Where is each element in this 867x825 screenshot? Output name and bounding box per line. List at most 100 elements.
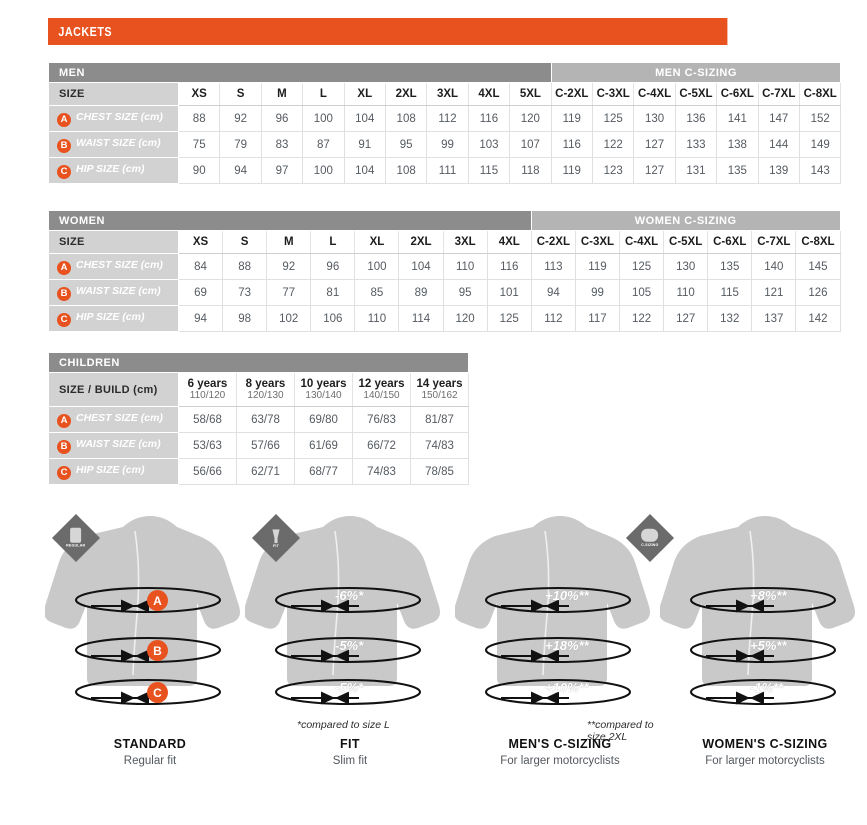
row-bullet-A: A bbox=[57, 112, 71, 127]
table-row: A CHEST SIZE (cm) 88 92 96 100 104 108 112 116 120… bbox=[48, 105, 842, 132]
ring-label: -5%* bbox=[335, 680, 364, 695]
table-row: B WAIST SIZE (cm) 69 73 77 81 85 89 95 101 94 99 105… bbox=[48, 279, 841, 306]
table-cell: 88 bbox=[222, 253, 268, 280]
table-cell: 62/71 bbox=[236, 458, 295, 485]
ring-label: A bbox=[147, 590, 168, 611]
table-cell: 94 bbox=[219, 157, 262, 184]
table-cell: 92 bbox=[219, 105, 262, 132]
table-cell: 68/77 bbox=[294, 458, 353, 485]
row-bullet-B: B bbox=[57, 138, 71, 153]
row-label: C HIP SIZE (cm) bbox=[48, 305, 179, 332]
table-cell: 125 bbox=[591, 105, 635, 132]
figure-subtitle: For larger motorcyclists bbox=[705, 755, 825, 767]
measure-ring-2: +5%** bbox=[688, 633, 838, 667]
table-cell: 107 bbox=[509, 131, 552, 158]
table-cell: 113 bbox=[530, 253, 576, 280]
column-header: S bbox=[219, 82, 262, 106]
figure-footnote: *compared to size L bbox=[297, 719, 390, 731]
table-cell: 104 bbox=[398, 253, 444, 280]
row-label-text: CHEST SIZE (cm) bbox=[76, 110, 163, 123]
column-header: 3XL bbox=[442, 230, 488, 254]
table-cell: 126 bbox=[795, 279, 841, 306]
jackets-banner: JACKETS bbox=[48, 18, 728, 45]
column-header: C-4XL bbox=[619, 230, 665, 254]
figure-fit: FIT -6%* -5%* -5%* *compared to size L FIT Sli… bbox=[245, 505, 455, 767]
row-label-text: HIP SIZE (cm) bbox=[76, 310, 145, 323]
table-cell: 88 bbox=[177, 105, 221, 132]
table-row: C HIP SIZE (cm) 56/66 62/71 68/77 74/83 78/85 bbox=[48, 458, 470, 485]
table-cell: 115 bbox=[707, 279, 753, 306]
table-row: A CHEST SIZE (cm) 84 88 92 96 100 104 110 116 113 1… bbox=[48, 253, 841, 280]
band-csizing-women: WOMEN C-SIZING bbox=[530, 210, 841, 231]
table-cell: 115 bbox=[467, 157, 511, 184]
table-band-row: CHILDREN bbox=[47, 352, 470, 373]
badge-shape-icon bbox=[641, 529, 659, 542]
jacket-illustration: +8%** +5%** -1%** bbox=[660, 505, 867, 720]
table-cell: 120 bbox=[509, 105, 552, 132]
measure-ring-3: C bbox=[73, 675, 223, 709]
table-cell: 127 bbox=[633, 157, 676, 184]
table-cell: 117 bbox=[574, 305, 621, 332]
table-cell: 104 bbox=[343, 105, 386, 132]
column-header: C-6XL bbox=[707, 230, 753, 254]
table-cell: 136 bbox=[674, 105, 718, 132]
size-header-men: SIZE bbox=[48, 82, 179, 106]
figure-subtitle: Slim fit bbox=[332, 755, 368, 767]
column-header: C-5XL bbox=[674, 82, 718, 106]
measure-ring-3: +10%** bbox=[483, 675, 633, 709]
row-label: B WAIST SIZE (cm) bbox=[48, 279, 179, 306]
table-row: C HIP SIZE (cm) 90 94 97 100 104 108 111 115 118 11… bbox=[48, 157, 842, 184]
column-header: C-2XL bbox=[530, 230, 576, 254]
row-bullet-A: A bbox=[57, 260, 71, 275]
table-cell: 116 bbox=[486, 253, 532, 280]
badge-label: REGULAR bbox=[66, 543, 86, 548]
table-cell: 56/66 bbox=[178, 458, 237, 485]
figure-caption: MEN'S C-SIZING For larger motorcyclists bbox=[455, 737, 665, 767]
row-bullet-C: C bbox=[57, 465, 71, 480]
badge-shape-icon bbox=[70, 527, 82, 543]
table-cell: 122 bbox=[619, 305, 665, 332]
table-cell: 79 bbox=[219, 131, 262, 158]
table-cell: 94 bbox=[530, 279, 576, 306]
table-cell: 108 bbox=[384, 105, 428, 132]
table-row: B WAIST SIZE (cm) 75 79 83 87 91 95 99 103 107 116 1… bbox=[48, 131, 842, 158]
table-cell: 99 bbox=[574, 279, 621, 306]
column-header: C-7XL bbox=[757, 82, 800, 106]
figure-title: MEN'S C-SIZING bbox=[508, 737, 612, 751]
table-band-row: MEN MEN C-SIZING bbox=[48, 62, 842, 83]
column-header: 3XL bbox=[426, 82, 469, 106]
table-cell: 116 bbox=[467, 105, 511, 132]
ring-label: -1%** bbox=[750, 680, 784, 695]
table-cell: 96 bbox=[310, 253, 356, 280]
table-cell: 106 bbox=[310, 305, 356, 332]
table-cell: 77 bbox=[266, 279, 312, 306]
table-cell: 138 bbox=[716, 131, 759, 158]
column-header: 14 years 150/162 bbox=[409, 372, 470, 407]
table-cell: 92 bbox=[266, 253, 312, 280]
column-header: C-3XL bbox=[574, 230, 621, 254]
row-label-text: WAIST SIZE (cm) bbox=[76, 437, 161, 450]
figure-subtitle: Regular fit bbox=[123, 755, 177, 767]
column-header: 2XL bbox=[384, 82, 428, 106]
table-cell: 125 bbox=[486, 305, 532, 332]
figure-caption: STANDARD Regular fit bbox=[45, 737, 255, 767]
table-row: A CHEST SIZE (cm) 58/68 63/78 69/80 76/83 81/8… bbox=[48, 406, 470, 433]
ring-label: C bbox=[147, 682, 168, 703]
column-header: 4XL bbox=[467, 82, 511, 106]
column-header: XL bbox=[354, 230, 400, 254]
row-label: C HIP SIZE (cm) bbox=[48, 157, 179, 184]
table-cell: 96 bbox=[260, 105, 304, 132]
figure-title: FIT bbox=[340, 737, 360, 751]
ring-label: +8%** bbox=[750, 588, 787, 603]
column-header: 5XL bbox=[509, 82, 552, 106]
column-header: C-8XL bbox=[798, 82, 842, 106]
table-header-row: SIZE XS S M L XL 2XL 3XL 4XL C-2XL C-3XL C-4XL C-5XL… bbox=[48, 230, 841, 254]
table-cell: 121 bbox=[751, 279, 797, 306]
measure-ring-2: B bbox=[73, 633, 223, 667]
measure-ring-2: +18%** bbox=[483, 633, 633, 667]
table-cell: 81/87 bbox=[409, 406, 470, 433]
size-header-children: SIZE / BUILD (cm) bbox=[48, 372, 179, 407]
table-cell: 91 bbox=[343, 131, 386, 158]
table-cell: 110 bbox=[354, 305, 400, 332]
table-cell: 119 bbox=[574, 253, 621, 280]
